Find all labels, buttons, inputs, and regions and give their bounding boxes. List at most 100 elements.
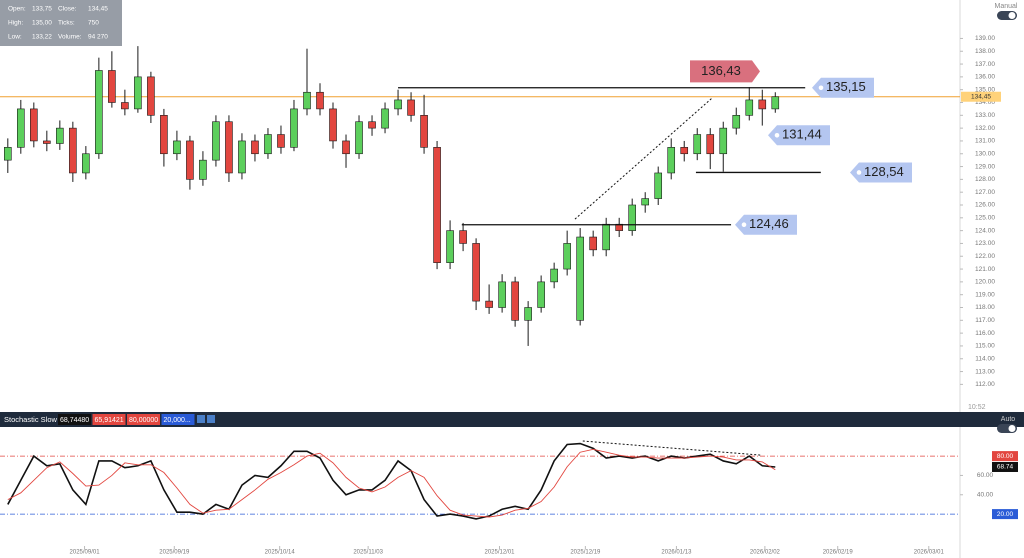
candle-body <box>758 99 767 110</box>
candle-body <box>56 127 64 144</box>
trendline <box>574 97 714 220</box>
candle-body <box>290 108 298 148</box>
candle-body <box>589 236 597 251</box>
candle-body <box>498 281 506 308</box>
candle-body <box>134 76 142 110</box>
candle-body <box>329 108 337 142</box>
last-value-box <box>992 461 1018 472</box>
level-label: 80.00 <box>997 453 1014 460</box>
mode-label: Auto <box>1001 416 1016 423</box>
header-value: 65,91421 <box>95 417 124 424</box>
header-value: 68,74480 <box>60 417 89 424</box>
last-value-label: 68.74 <box>997 464 1014 471</box>
level-label-dot <box>741 222 747 228</box>
candle-body <box>186 140 194 180</box>
indicator-header <box>0 412 1024 427</box>
candle-body <box>771 96 780 110</box>
candle-body <box>485 300 493 308</box>
info-box <box>0 0 122 46</box>
candle-body <box>199 159 207 180</box>
level-label: 124,46 <box>749 216 789 231</box>
close-icon[interactable] <box>207 415 215 423</box>
toggle-knob <box>1008 12 1016 19</box>
level-label: 136,43 <box>701 63 741 78</box>
candle-body <box>121 102 129 110</box>
candle-body <box>264 134 272 155</box>
y-tick-label: 137.00 <box>975 61 995 68</box>
level-label-dot <box>818 85 824 91</box>
candle-body <box>303 91 311 110</box>
y-tick-label: 60.00 <box>977 472 994 479</box>
level-label: 128,54 <box>864 164 904 179</box>
level-label-box <box>735 214 797 235</box>
info-text: 135,00 <box>32 20 52 27</box>
candle-body <box>563 243 571 270</box>
candle-body <box>316 91 324 110</box>
header-value-box <box>127 414 160 425</box>
candle-body <box>394 99 402 110</box>
info-text: Close: <box>58 6 77 13</box>
settings-icon[interactable] <box>197 415 205 423</box>
x-tick-label: 2026/03/01 <box>914 550 945 556</box>
candle-body <box>407 99 415 116</box>
info-text: 133,22 <box>32 34 52 41</box>
candle-body <box>212 121 220 161</box>
info-text: 134,45 <box>88 6 108 13</box>
last-price-label: 134,45 <box>971 93 991 100</box>
candle-body <box>667 147 676 174</box>
candle-body <box>381 108 389 129</box>
x-tick-label: 2025/11/03 <box>353 550 383 556</box>
candle-body <box>524 307 532 321</box>
candle-body <box>433 147 441 263</box>
candle-body <box>446 230 454 263</box>
candle-body <box>342 140 350 155</box>
candle-body <box>641 198 650 206</box>
level-label-dot <box>856 170 862 175</box>
candle-body <box>680 147 689 155</box>
x-tick-label: 2026/01/13 <box>661 550 692 556</box>
info-text: Low: <box>8 34 22 41</box>
y-tick-label: 134.00 <box>975 99 995 106</box>
candle-body <box>472 243 480 302</box>
candle-body <box>95 70 103 155</box>
candle-body <box>511 281 519 321</box>
indicator-title: Stochastic Slow <box>4 415 58 424</box>
y-tick-label: 138.00 <box>975 48 995 55</box>
last-price-box <box>961 91 1001 102</box>
header-value-box <box>161 414 195 425</box>
level-box <box>992 509 1018 520</box>
y-tick-label: 119.00 <box>975 291 995 298</box>
header-value: 20,000... <box>164 417 191 424</box>
candle-body <box>459 230 467 244</box>
header-value-box <box>58 414 91 425</box>
y-tick-label: 129.00 <box>975 163 995 170</box>
candle-body <box>108 70 116 103</box>
candle-body <box>17 108 25 148</box>
info-text: Ticks: <box>58 20 75 27</box>
level-label: 20.00 <box>997 511 1014 518</box>
level-label: 135,15 <box>826 79 866 94</box>
y-tick-label: 139.00 <box>975 35 995 42</box>
candle-body <box>30 108 38 142</box>
mode-label: Manual <box>995 3 1018 10</box>
y-tick-label: 128.00 <box>975 176 995 183</box>
candle-body <box>147 76 155 116</box>
y-tick-label: 125.00 <box>975 215 995 222</box>
candle-body <box>420 115 428 148</box>
candle-body <box>355 121 363 155</box>
level-label-dot <box>774 133 780 138</box>
y-tick-label: 117.00 <box>975 317 995 324</box>
candle-body <box>719 127 728 155</box>
x-tick-label: 2026/02/02 <box>750 550 781 556</box>
y-tick-label: 126.00 <box>975 202 995 209</box>
y-tick-label: 114.00 <box>975 355 995 362</box>
candle-body <box>238 140 246 174</box>
candle-body <box>160 115 168 155</box>
candle-body <box>368 121 376 129</box>
info-text: Open: <box>8 6 26 13</box>
header-value-box <box>92 414 126 425</box>
y-tick-label: 136.00 <box>975 74 995 81</box>
level-label-box <box>768 125 830 146</box>
candle-body <box>43 140 51 144</box>
